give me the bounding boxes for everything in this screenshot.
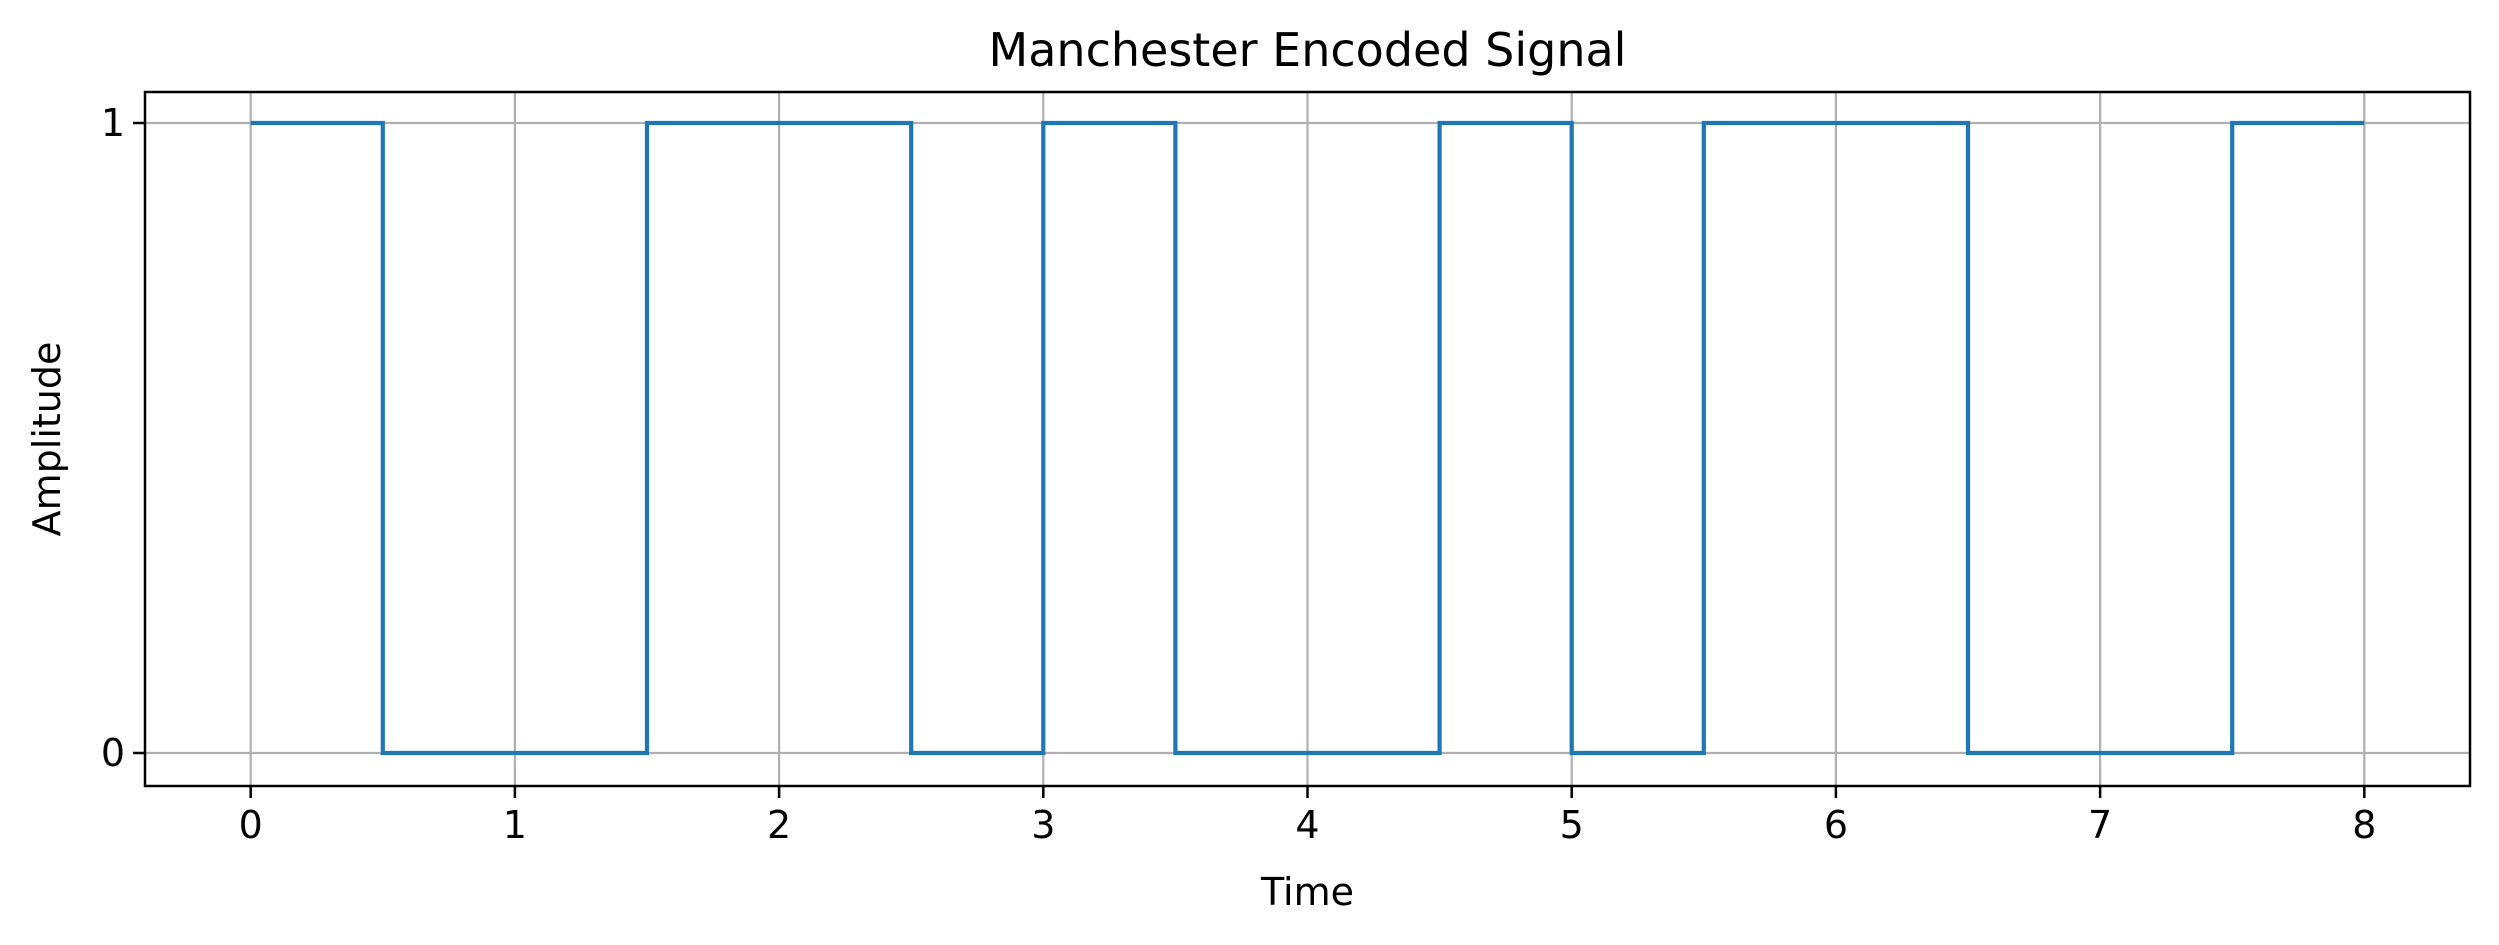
x-tick-label: 1	[503, 803, 527, 847]
x-axis-label: Time	[1260, 870, 1354, 914]
x-tick-label: 7	[2088, 803, 2112, 847]
grid	[145, 92, 2470, 786]
x-tick-label: 8	[2352, 803, 2376, 847]
y-axis-label: Amplitude	[25, 342, 69, 537]
y-tick-label: 0	[101, 731, 125, 775]
series-layer	[250, 120, 2365, 756]
x-tick-label: 4	[1295, 803, 1319, 847]
x-tick-label: 0	[239, 803, 263, 847]
x-tick-label: 6	[1824, 803, 1848, 847]
x-tick-label: 2	[767, 803, 791, 847]
y-tick-label: 1	[101, 101, 125, 145]
signal-line	[250, 120, 2365, 756]
tick-layer: 0 1 2 3 4 5 6 7 8 0 1	[101, 101, 2377, 847]
x-tick-label: 3	[1031, 803, 1055, 847]
chart-title: Manchester Encoded Signal	[989, 23, 1627, 77]
x-tick-label: 5	[1560, 803, 1584, 847]
